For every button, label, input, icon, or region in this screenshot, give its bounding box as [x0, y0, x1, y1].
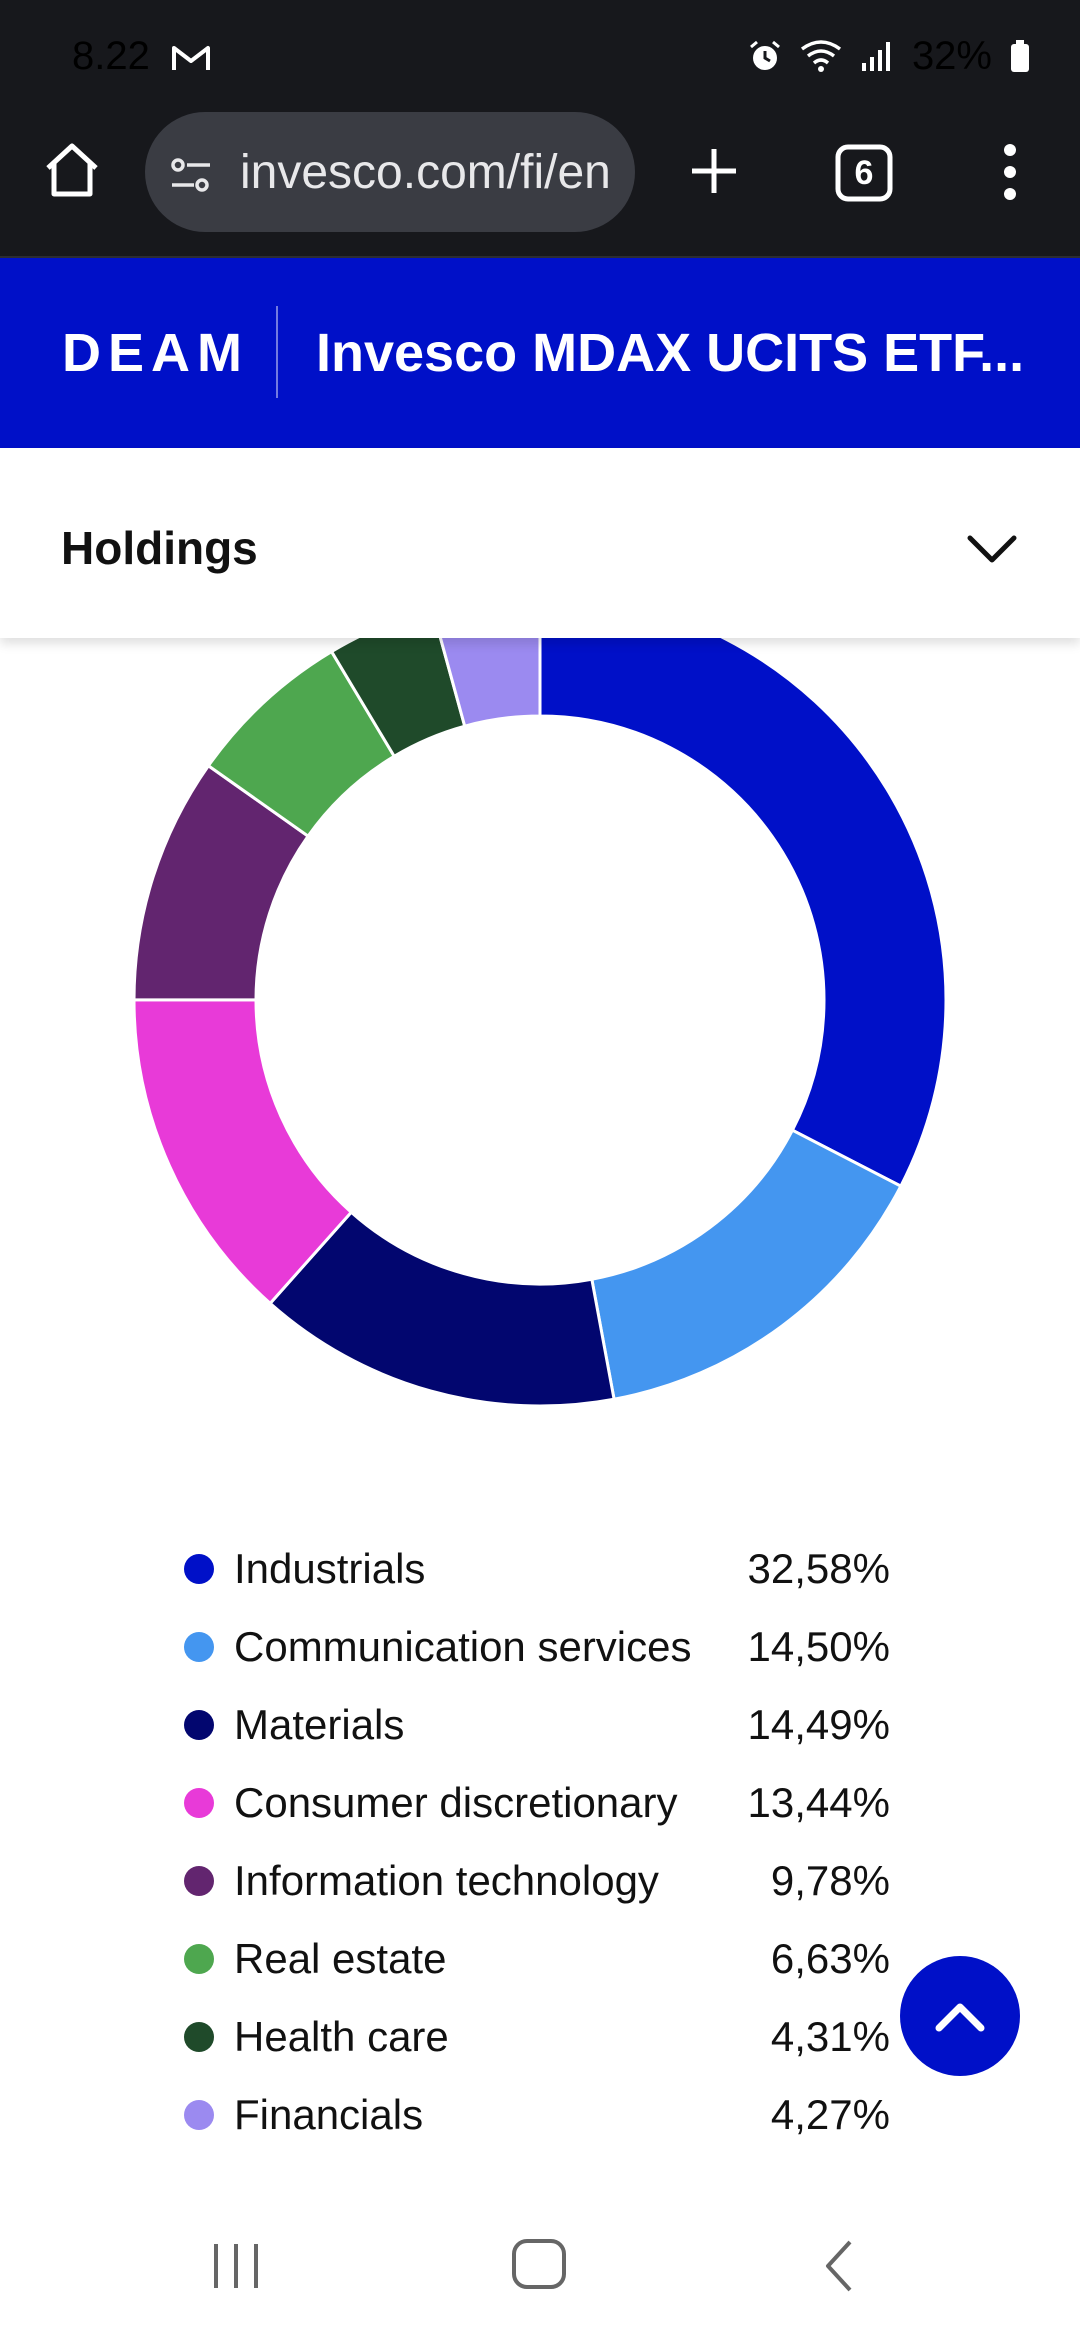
- chart-legend: Industrials 32,58% Communication services 1…: [180, 1530, 890, 2154]
- legend-value: 4,27%: [770, 2091, 890, 2138]
- legend-value: 9,78%: [770, 1857, 890, 1904]
- legend-item: Health care 4,31%: [180, 1998, 890, 2076]
- legend-label: Consumer discretionary: [234, 1779, 678, 1826]
- status-time: 8.22: [72, 32, 211, 80]
- legend-label: Communication services: [234, 1623, 692, 1670]
- status-bar: [0, 0, 1080, 112]
- sector-donut-chart: [132, 592, 948, 1408]
- legend-swatch: [184, 1710, 214, 1740]
- legend-swatch: [184, 2022, 214, 2052]
- legend-swatch: [184, 1944, 214, 1974]
- chevron-down-icon[interactable]: [966, 530, 1018, 570]
- battery-icon: [1011, 40, 1029, 72]
- url-text[interactable]: invesco.com/fi/en: [240, 146, 611, 199]
- back-nav-icon[interactable]: [820, 2238, 860, 2294]
- system-nav-bar: [0, 2200, 1080, 2340]
- new-tab-icon: [692, 149, 736, 193]
- tabs-button[interactable]: 6: [834, 143, 894, 203]
- legend-item: Industrials 32,58%: [180, 1530, 890, 1608]
- address-bar[interactable]: [145, 112, 635, 232]
- holdings-title: Holdings: [61, 522, 258, 574]
- tab-count: 6: [854, 154, 874, 192]
- more-icon: [1004, 144, 1016, 200]
- legend-item: Real estate 6,63%: [180, 1920, 890, 1998]
- site-settings-button[interactable]: [168, 152, 214, 198]
- legend-item: Financials 4,27%: [180, 2076, 890, 2154]
- donut-slice-industrials[interactable]: [538, 592, 948, 1189]
- holdings-dropdown[interactable]: [0, 448, 1080, 638]
- fund-name: Invesco MDAX UCITS ETF...: [316, 323, 1025, 383]
- legend-label: Health care: [234, 2013, 449, 2060]
- wifi-icon: [800, 40, 841, 72]
- legend-swatch: [184, 1554, 214, 1584]
- battery-percent: 32%: [911, 34, 992, 78]
- legend-value: 13,44%: [747, 1779, 890, 1826]
- legend-swatch: [184, 1632, 214, 1662]
- legend-label: Financials: [234, 2091, 424, 2138]
- legend-value: 14,49%: [747, 1701, 890, 1748]
- legend-value: 14,50%: [747, 1623, 890, 1670]
- legend-swatch: [184, 2100, 214, 2130]
- legend-swatch: [184, 1788, 214, 1818]
- scroll-to-top-button[interactable]: [900, 1956, 1020, 2076]
- signal-icon: [861, 42, 890, 71]
- new-tab-button[interactable]: [688, 145, 740, 197]
- legend-label: Materials: [234, 1701, 405, 1748]
- recent-apps-icon[interactable]: [206, 2240, 266, 2292]
- more-menu-button[interactable]: [990, 140, 1030, 204]
- legend-swatch: [184, 1866, 214, 1896]
- gmail-icon: [171, 46, 210, 71]
- site-settings-icon: [171, 158, 210, 192]
- home-nav-icon[interactable]: [508, 2236, 570, 2292]
- status-icons: 32%: [748, 32, 1030, 80]
- legend-label: Real estate: [234, 1935, 447, 1982]
- legend-label: Information technology: [234, 1857, 659, 1904]
- legend-item: Consumer discretionary 13,44%: [180, 1764, 890, 1842]
- legend-item: Information technology 9,78%: [180, 1842, 890, 1920]
- home-icon: [46, 143, 98, 197]
- alarm-icon: [749, 40, 780, 70]
- legend-item: Materials 14,49%: [180, 1686, 890, 1764]
- status-time-text: 8.22: [72, 34, 150, 78]
- fund-header: [0, 258, 1080, 448]
- legend-item: Communication services 14,50%: [180, 1608, 890, 1686]
- legend-value: 4,31%: [770, 2013, 890, 2060]
- donut-slice-communication-services[interactable]: [590, 1128, 903, 1401]
- toolbar-divider: [0, 256, 1080, 258]
- tabs-icon: [835, 144, 893, 202]
- fund-ticker: DEAM: [62, 323, 249, 383]
- home-button[interactable]: [40, 138, 104, 202]
- chevron-up-icon: [935, 2003, 985, 2032]
- legend-value: 6,63%: [770, 1935, 890, 1982]
- header-divider: [276, 306, 278, 398]
- legend-label: Industrials: [234, 1545, 426, 1592]
- legend-value: 32,58%: [747, 1545, 890, 1592]
